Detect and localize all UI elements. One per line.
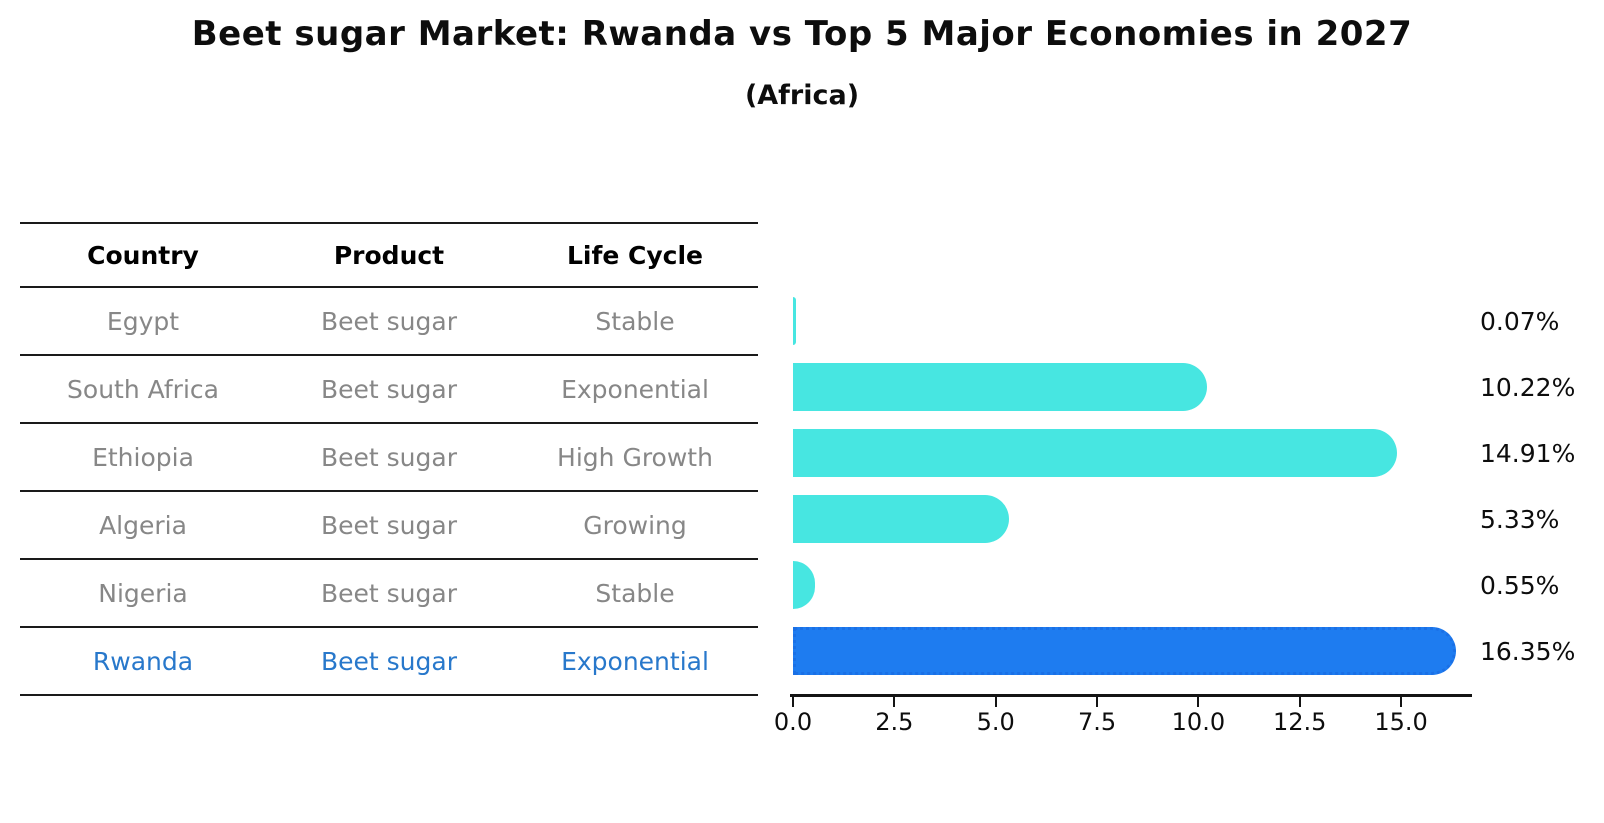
table-cell-country: Algeria [99, 510, 187, 540]
x-tick-mark [1400, 697, 1403, 707]
x-tick-label: 10.0 [1171, 708, 1226, 736]
table-header-life-cycle: Life Cycle [566, 240, 704, 270]
x-tick-label: 2.5 [875, 708, 914, 736]
value-label: 0.07% [1480, 306, 1560, 336]
x-tick-label: 5.0 [976, 708, 1015, 736]
table-cell-life-cycle: Exponential [561, 374, 709, 404]
value-label: 16.35% [1480, 636, 1576, 666]
value-label-column: 0.07% 10.22% 14.91% 5.33% 0.55% 16.35% [1480, 288, 1604, 684]
table-cell-country: Rwanda [92, 646, 194, 676]
bar-row [793, 486, 1470, 552]
bar-row [793, 420, 1470, 486]
table-cell-product: Beet sugar [321, 306, 457, 336]
table-row: Algeria Beet sugar Growing [20, 492, 758, 560]
table-header-row: Country Product Life Cycle [20, 222, 758, 288]
value-label: 10.22% [1480, 372, 1576, 402]
table-header-product: Product [333, 240, 445, 270]
x-tick-label: 0.0 [773, 708, 813, 736]
x-axis-line [790, 694, 1472, 697]
table-cell-life-cycle: Stable [595, 578, 675, 608]
x-tick-label: 12.5 [1273, 708, 1327, 736]
table-cell-life-cycle: Exponential [561, 646, 709, 676]
bar-ethiopia [793, 429, 1398, 477]
x-axis-ticks: 0.0 2.5 5.0 7.5 10.0 12.5 15.0 [774, 694, 1470, 744]
table-cell-life-cycle: Growing [583, 510, 687, 540]
table-row: Rwanda Beet sugar Exponential [20, 628, 758, 696]
table-cell-product: Beet sugar [321, 578, 457, 608]
table-row: South Africa Beet sugar Exponential [20, 356, 758, 424]
table-row: Nigeria Beet sugar Stable [20, 560, 758, 628]
table-cell-life-cycle: Stable [595, 306, 675, 336]
bar-egypt [793, 297, 796, 345]
table-row: Ethiopia Beet sugar High Growth [20, 424, 758, 492]
bar-south-africa [793, 363, 1208, 411]
x-tick-mark [1298, 697, 1301, 707]
chart-subtitle: (Africa) [744, 80, 860, 111]
x-tick-label: 7.5 [1077, 708, 1117, 736]
bar-row [793, 552, 1470, 618]
bar-row [793, 618, 1470, 684]
table-cell-product: Beet sugar [321, 510, 457, 540]
x-tick-mark [994, 697, 997, 707]
bar-rwanda [793, 627, 1456, 675]
x-tick-label: 15.0 [1374, 708, 1428, 736]
value-label: 5.33% [1480, 504, 1560, 534]
table-cell-product: Beet sugar [321, 374, 457, 404]
country-table: Country Product Life Cycle Egypt Beet sug… [20, 222, 758, 696]
bar-row [793, 354, 1470, 420]
bar-plot-area [793, 288, 1470, 684]
table-cell-product: Beet sugar [321, 646, 457, 676]
table-cell-country: Ethiopia [92, 442, 194, 472]
x-tick-mark [893, 697, 896, 707]
table-cell-country: Nigeria [98, 578, 188, 608]
table-header-country: Country [87, 240, 199, 270]
table-cell-life-cycle: High Growth [557, 442, 713, 472]
value-label: 14.91% [1480, 438, 1576, 468]
bar-algeria [793, 495, 1010, 543]
table-body: Egypt Beet sugar Stable South Africa Beet su… [20, 288, 758, 696]
table-cell-country: South Africa [67, 374, 219, 404]
x-tick-mark [792, 697, 794, 707]
x-tick-mark [1096, 697, 1099, 707]
table-cell-country: Egypt [106, 306, 180, 336]
bar-nigeria [793, 561, 816, 609]
table-cell-product: Beet sugar [321, 442, 457, 472]
chart-title: Beet sugar Market: Rwanda vs Top 5 Major… [191, 14, 1413, 54]
bar-row [793, 288, 1470, 354]
table-row: Egypt Beet sugar Stable [20, 288, 758, 356]
value-label: 0.55% [1480, 570, 1560, 600]
x-tick-mark [1197, 697, 1200, 707]
